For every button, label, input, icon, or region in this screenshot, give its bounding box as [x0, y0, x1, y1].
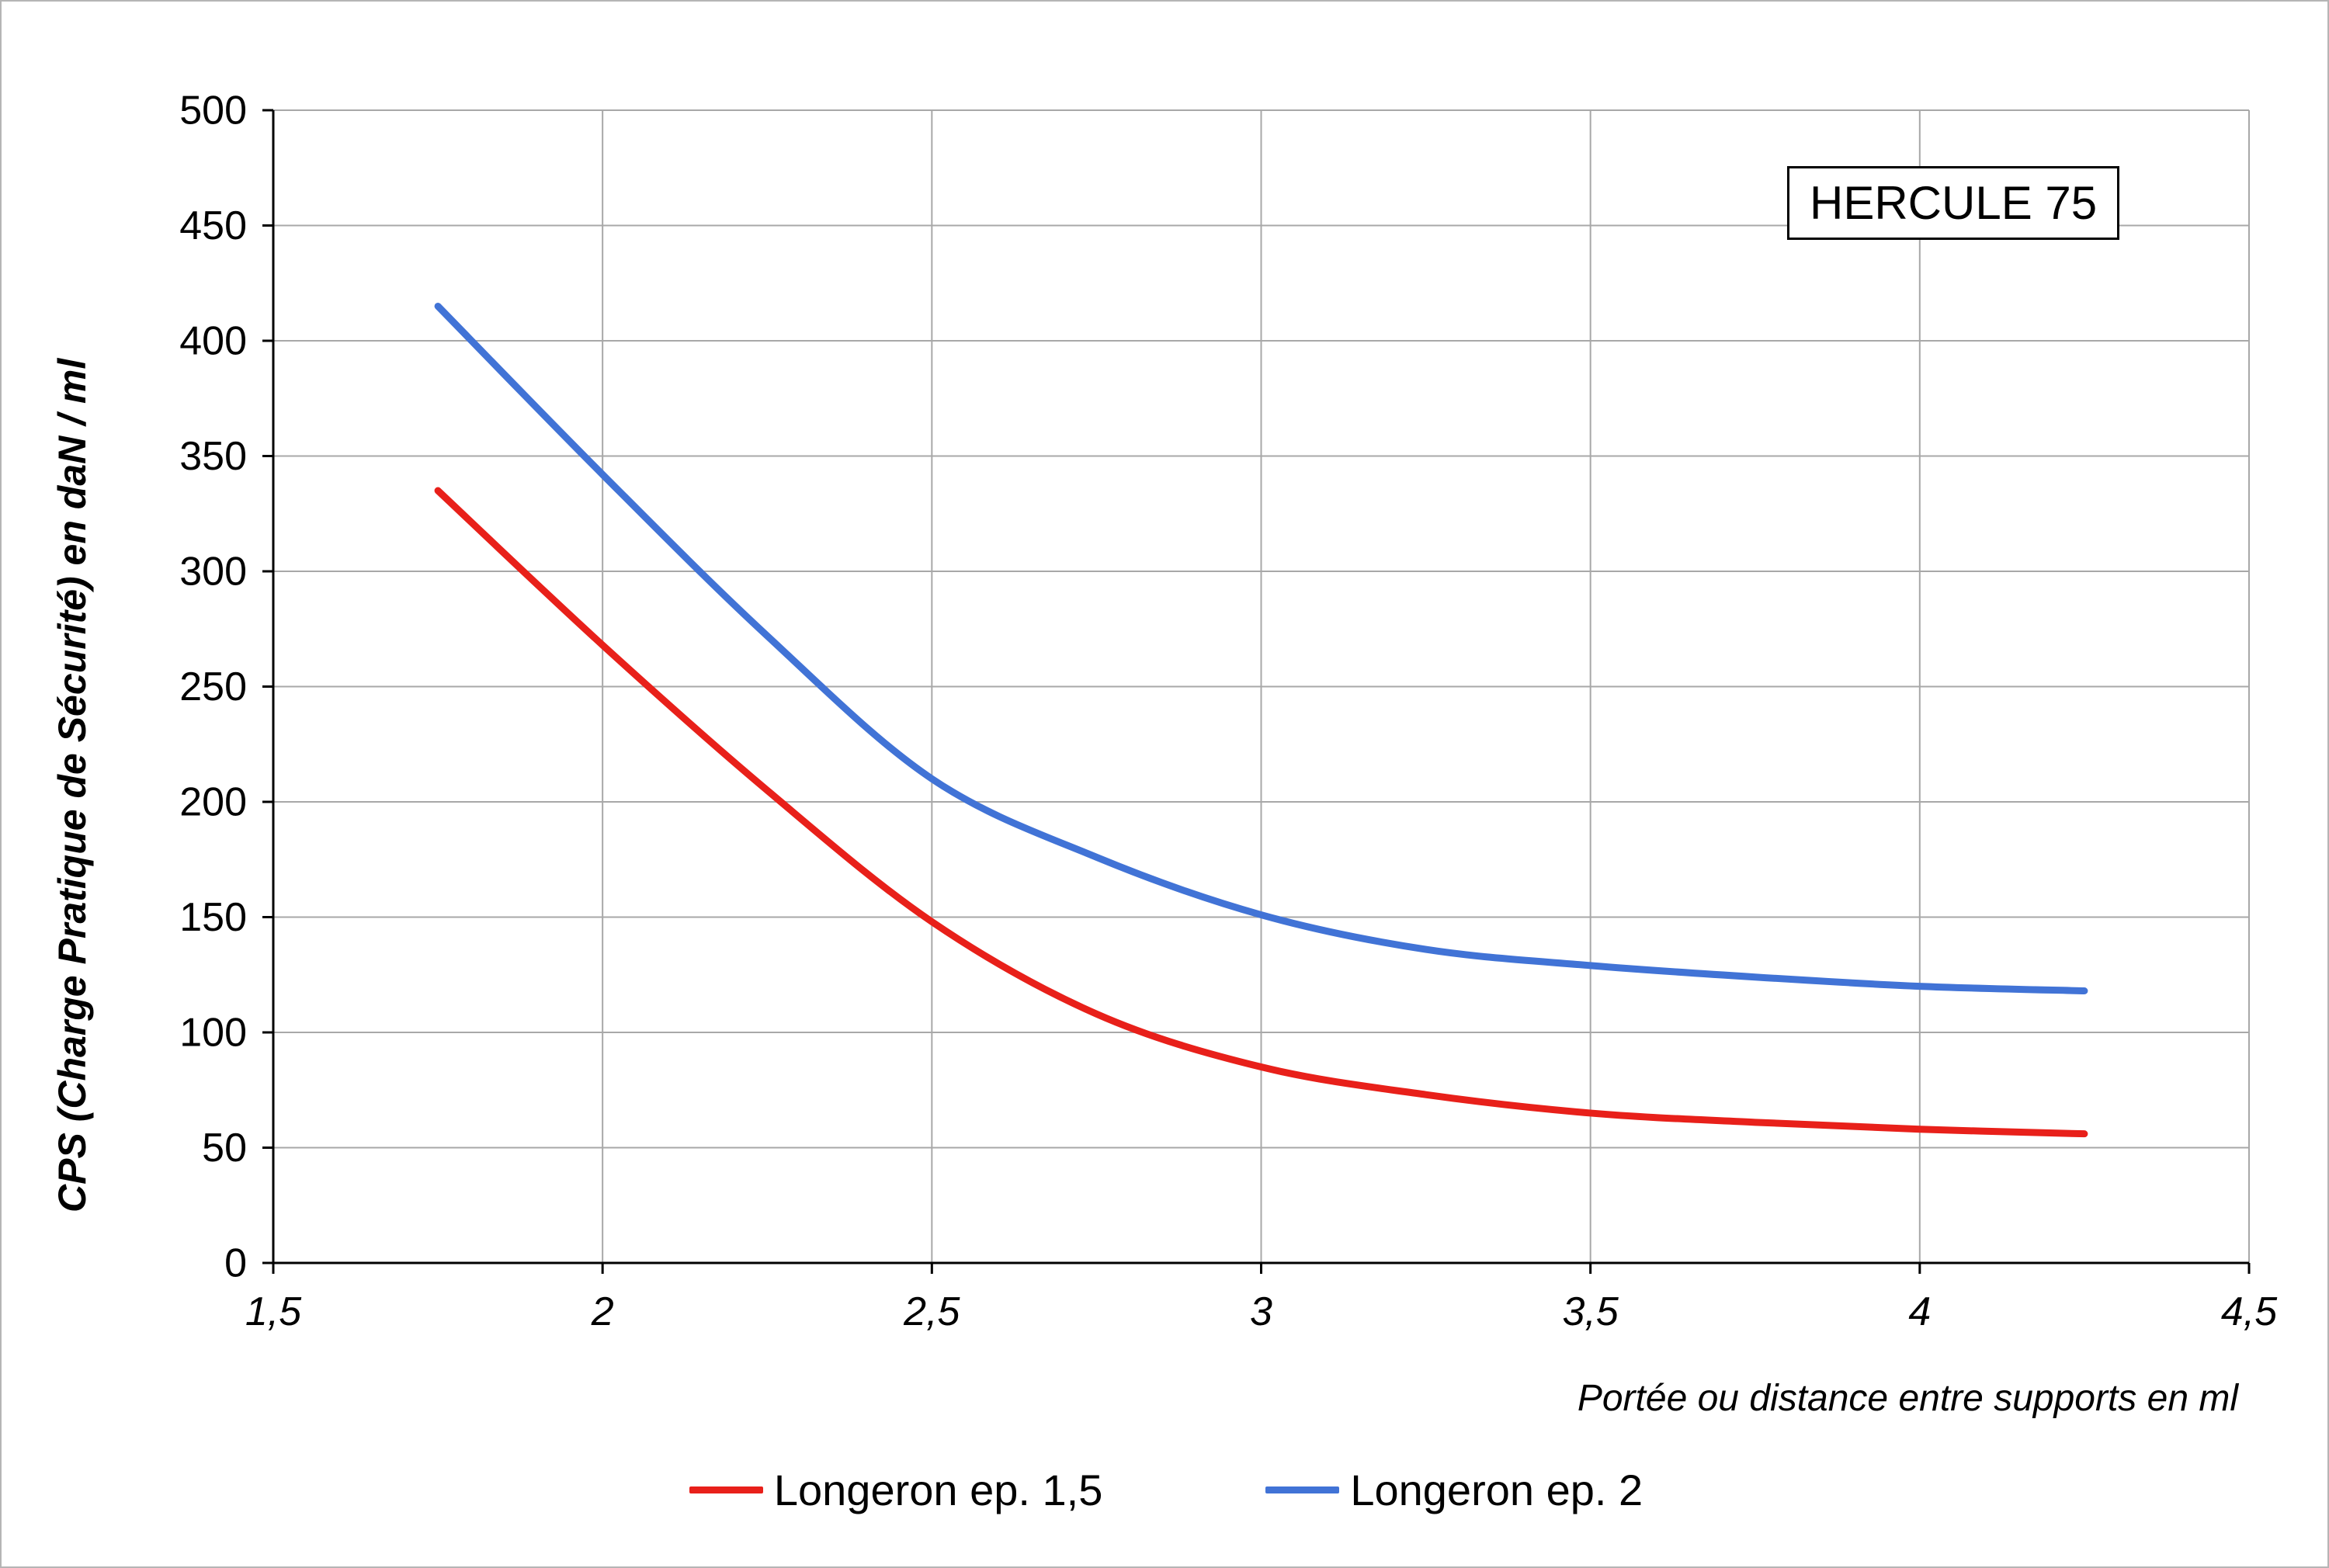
- y-tick-label: 350: [179, 434, 247, 479]
- y-tick-label: 250: [179, 664, 247, 709]
- legend-label: Longeron ep. 1,5: [773, 1466, 1103, 1514]
- legend-swatch-blue: [1265, 1486, 1340, 1493]
- y-tick-label: 450: [179, 203, 247, 248]
- y-tick-label: 150: [179, 895, 247, 940]
- legend-swatch-red: [689, 1486, 763, 1493]
- x-axis-title: Portée ou distance entre supports en ml: [1577, 1378, 2238, 1419]
- x-tick-label: 2,5: [903, 1289, 960, 1334]
- x-tick-label: 3: [1250, 1289, 1272, 1334]
- legend-item-longeron-15: Longeron ep. 1,5: [689, 1465, 1102, 1515]
- series-line-1: [434, 302, 2088, 995]
- y-tick-label: 0: [224, 1241, 247, 1286]
- y-tick-label: 100: [179, 1011, 247, 1056]
- y-tick-label: 300: [179, 550, 247, 595]
- x-tick-label: 2: [591, 1289, 614, 1334]
- x-tick-label: 4: [1908, 1289, 1931, 1334]
- chart-title-box: HERCULE 75: [1787, 166, 2120, 240]
- y-tick-label: 50: [202, 1126, 247, 1171]
- y-tick-label: 200: [179, 780, 247, 825]
- y-axis-title: CPS (Charge Pratique de Sécurité) en daN…: [50, 358, 94, 1212]
- chart-legend: Longeron ep. 1,5 Longeron ep. 2: [2, 1465, 2327, 1515]
- y-tick-label: 500: [179, 88, 247, 134]
- series-line-0: [434, 487, 2088, 1138]
- y-tick-label: 400: [179, 319, 247, 364]
- legend-item-longeron-2: Longeron ep. 2: [1265, 1465, 1643, 1515]
- legend-label: Longeron ep. 2: [1350, 1466, 1643, 1514]
- x-tick-label: 1,5: [245, 1289, 302, 1334]
- x-tick-label: 4,5: [2221, 1289, 2278, 1334]
- x-tick-label: 3,5: [1563, 1289, 1619, 1334]
